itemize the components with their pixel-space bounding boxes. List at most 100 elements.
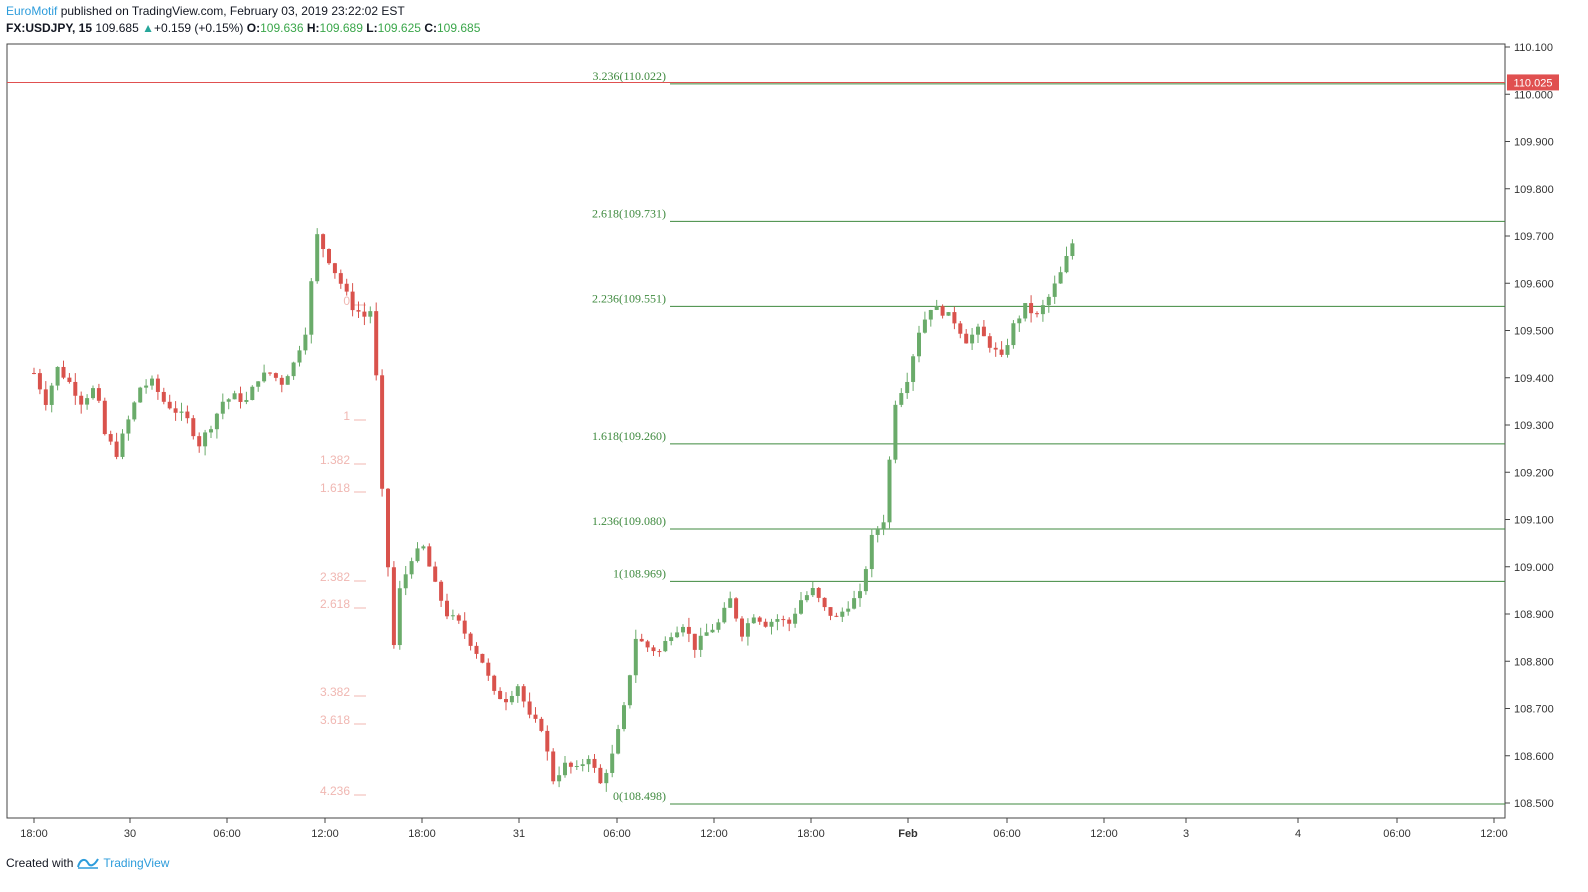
time-tick-label: 30 bbox=[124, 828, 136, 840]
candle-body bbox=[309, 281, 314, 335]
candle-body bbox=[1011, 323, 1016, 346]
price-tick-label: 109.300 bbox=[1514, 420, 1554, 432]
chart-pane[interactable] bbox=[6, 43, 1506, 819]
time-tick-label: 12:00 bbox=[700, 828, 728, 840]
candle-body bbox=[669, 637, 674, 641]
candle-body bbox=[368, 311, 373, 317]
candle-body bbox=[539, 718, 544, 731]
footer: Created with TradingView bbox=[6, 856, 169, 870]
candle-body bbox=[663, 640, 668, 652]
candle-body bbox=[580, 764, 585, 766]
price-change: +0.159 (+0.15%) bbox=[154, 21, 244, 35]
candle-body bbox=[350, 291, 355, 311]
author-link[interactable]: EuroMotif bbox=[6, 4, 58, 18]
candle-body bbox=[610, 753, 615, 773]
time-tick-label: 12:00 bbox=[1480, 828, 1508, 840]
time-tick-label: 4 bbox=[1295, 828, 1301, 840]
candle-body bbox=[799, 600, 803, 614]
candle-body bbox=[49, 385, 54, 405]
candle-body bbox=[209, 429, 213, 433]
time-tick-label: 18:00 bbox=[408, 828, 436, 840]
fib-level-label: 0(108.498) bbox=[613, 789, 666, 803]
last-price: 109.685 bbox=[95, 21, 139, 35]
candle-body bbox=[374, 311, 379, 376]
candle-body bbox=[545, 730, 550, 752]
candle-body bbox=[67, 377, 72, 382]
candle-body bbox=[769, 621, 774, 627]
candle-body bbox=[421, 546, 426, 549]
candle-body bbox=[651, 647, 656, 652]
candle-body bbox=[1005, 345, 1010, 355]
candle-body bbox=[775, 619, 780, 622]
candle-body bbox=[197, 436, 202, 447]
low-value: 109.625 bbox=[377, 21, 421, 35]
candle-body bbox=[563, 762, 567, 776]
fib-faint-layer: 0 1 1.382 1.618 2.382 2.618 3.382 3.618 4.236 bbox=[320, 294, 366, 798]
candle-body bbox=[250, 386, 255, 401]
candle-body bbox=[96, 388, 101, 401]
candle-body bbox=[622, 705, 626, 730]
candle-body bbox=[226, 399, 231, 402]
candle-body bbox=[1017, 318, 1022, 324]
candle-body bbox=[952, 312, 957, 324]
candle-body bbox=[114, 441, 119, 457]
candle-body bbox=[639, 638, 644, 642]
candle-body bbox=[881, 522, 886, 530]
candle-body bbox=[698, 635, 703, 650]
candle-body bbox=[427, 546, 432, 567]
tradingview-link[interactable]: TradingView bbox=[103, 856, 170, 870]
candle-body bbox=[85, 398, 90, 405]
candle-body bbox=[787, 619, 792, 624]
time-axis[interactable]: 18:00 30 06:00 12:00 18:00 31 06:00 12:00 18:00 F… bbox=[20, 818, 1508, 840]
candles-layer bbox=[32, 228, 1075, 792]
time-tick-label: 12:00 bbox=[311, 828, 339, 840]
time-tick-label: 31 bbox=[513, 828, 525, 840]
time-tick-label: 06:00 bbox=[1383, 828, 1411, 840]
fib-level-label: 2.236(109.551) bbox=[592, 291, 666, 305]
candle-body bbox=[763, 621, 768, 627]
fib-faint-label: 1.382 bbox=[320, 453, 350, 467]
candle-body bbox=[262, 372, 267, 382]
price-tick-label: 108.900 bbox=[1514, 609, 1554, 621]
candle-body bbox=[716, 622, 721, 630]
candle-body bbox=[1040, 305, 1045, 315]
candle-body bbox=[616, 729, 621, 754]
candle-body bbox=[161, 391, 166, 402]
price-tick-label: 108.700 bbox=[1514, 704, 1554, 716]
candle-body bbox=[934, 306, 939, 310]
candle-body bbox=[834, 615, 839, 617]
candle-body bbox=[1046, 296, 1051, 306]
price-tick-label: 109.600 bbox=[1514, 278, 1554, 290]
open-label: O: bbox=[246, 21, 261, 35]
candle-body bbox=[73, 381, 78, 396]
candle-body bbox=[846, 608, 851, 612]
candle-body bbox=[462, 620, 467, 634]
candle-body bbox=[179, 411, 184, 413]
candle-body bbox=[863, 569, 868, 592]
candle-body bbox=[692, 633, 697, 650]
candle-body bbox=[981, 326, 986, 337]
candle-body bbox=[728, 598, 733, 608]
fib-faint-label: 1.618 bbox=[320, 481, 350, 495]
candle-body bbox=[993, 347, 998, 350]
close-label: C: bbox=[424, 21, 437, 35]
time-tick-label: Feb bbox=[898, 828, 918, 840]
high-label: H: bbox=[306, 21, 320, 35]
price-tick-label: 110.000 bbox=[1514, 89, 1553, 101]
candle-body bbox=[509, 695, 514, 703]
candle-body bbox=[433, 566, 438, 582]
candle-body bbox=[810, 587, 815, 596]
price-axis[interactable]: 110.100 110.000 109.900 109.800 109.700 109.6… bbox=[1505, 42, 1554, 810]
candle-body bbox=[1029, 303, 1034, 314]
candle-body bbox=[940, 306, 945, 316]
candle-body bbox=[645, 641, 650, 648]
fib-faint-label: 1 bbox=[343, 409, 350, 423]
candle-body bbox=[999, 349, 1004, 355]
symbol-name: FX:USDJPY, 15 bbox=[6, 21, 93, 35]
candle-body bbox=[344, 283, 349, 292]
candle-body bbox=[279, 377, 284, 385]
candle-body bbox=[568, 762, 573, 767]
fib-level-label: 3.236(110.022) bbox=[592, 69, 666, 83]
low-label: L: bbox=[366, 21, 378, 35]
